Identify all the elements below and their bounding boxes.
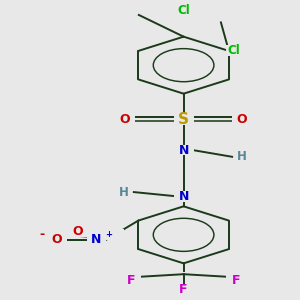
FancyBboxPatch shape xyxy=(174,114,194,125)
FancyBboxPatch shape xyxy=(236,152,256,162)
FancyBboxPatch shape xyxy=(110,187,130,197)
Text: N: N xyxy=(178,190,189,202)
Text: F: F xyxy=(232,274,240,287)
Text: +: + xyxy=(105,230,112,239)
FancyBboxPatch shape xyxy=(104,229,124,240)
Text: O: O xyxy=(120,113,130,126)
FancyBboxPatch shape xyxy=(232,114,252,125)
Text: N: N xyxy=(91,233,102,246)
Text: S: S xyxy=(178,112,189,127)
Text: H: H xyxy=(119,186,129,199)
FancyBboxPatch shape xyxy=(115,114,135,125)
FancyBboxPatch shape xyxy=(174,191,194,202)
FancyBboxPatch shape xyxy=(32,229,52,240)
FancyBboxPatch shape xyxy=(68,226,88,237)
FancyBboxPatch shape xyxy=(86,234,106,245)
Text: Cl: Cl xyxy=(177,4,190,17)
Text: -: - xyxy=(39,228,44,241)
FancyBboxPatch shape xyxy=(174,145,194,155)
Text: Cl: Cl xyxy=(227,44,240,57)
FancyBboxPatch shape xyxy=(122,275,141,286)
Text: N: N xyxy=(178,143,189,157)
FancyBboxPatch shape xyxy=(226,275,246,286)
Text: F: F xyxy=(127,274,136,287)
FancyBboxPatch shape xyxy=(47,234,67,245)
FancyBboxPatch shape xyxy=(226,46,253,56)
FancyBboxPatch shape xyxy=(174,284,194,295)
Text: O: O xyxy=(51,233,62,246)
Text: F: F xyxy=(179,283,188,296)
Text: H: H xyxy=(237,150,247,163)
Text: O: O xyxy=(73,225,83,238)
FancyBboxPatch shape xyxy=(170,5,197,16)
Text: O: O xyxy=(237,113,248,126)
